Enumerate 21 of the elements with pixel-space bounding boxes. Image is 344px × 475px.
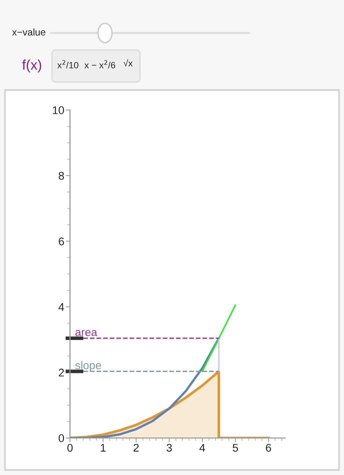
- x-tick-label: 1: [100, 444, 106, 452]
- text: x − x$^{2}$/6: [84, 60, 116, 68]
- text: √x: [123, 59, 133, 66]
- y-tick-label: 4: [58, 303, 64, 311]
- x-tick-label: 0: [67, 444, 73, 452]
- y-tick-label: 0: [58, 434, 64, 442]
- y-tick-label: 6: [58, 237, 64, 246]
- y-tick-label: 8: [58, 172, 64, 180]
- text: x−value: [12, 28, 46, 36]
- ref-line-label: slope: [75, 361, 102, 372]
- y-tick-label: 2: [58, 368, 64, 376]
- x-tick-label: 4: [199, 444, 206, 452]
- text: x$^{2}$/10: [57, 60, 78, 68]
- x-tick-label: 6: [266, 444, 272, 452]
- ref-line-label: area: [75, 330, 98, 336]
- text: f(x): [22, 60, 42, 72]
- x-tick-label: 2: [134, 444, 139, 452]
- y-tick-label: 10: [52, 106, 64, 114]
- x-tick-label: 5: [232, 444, 238, 452]
- x-tick-label: 3: [166, 444, 172, 452]
- line-series: [70, 337, 220, 438]
